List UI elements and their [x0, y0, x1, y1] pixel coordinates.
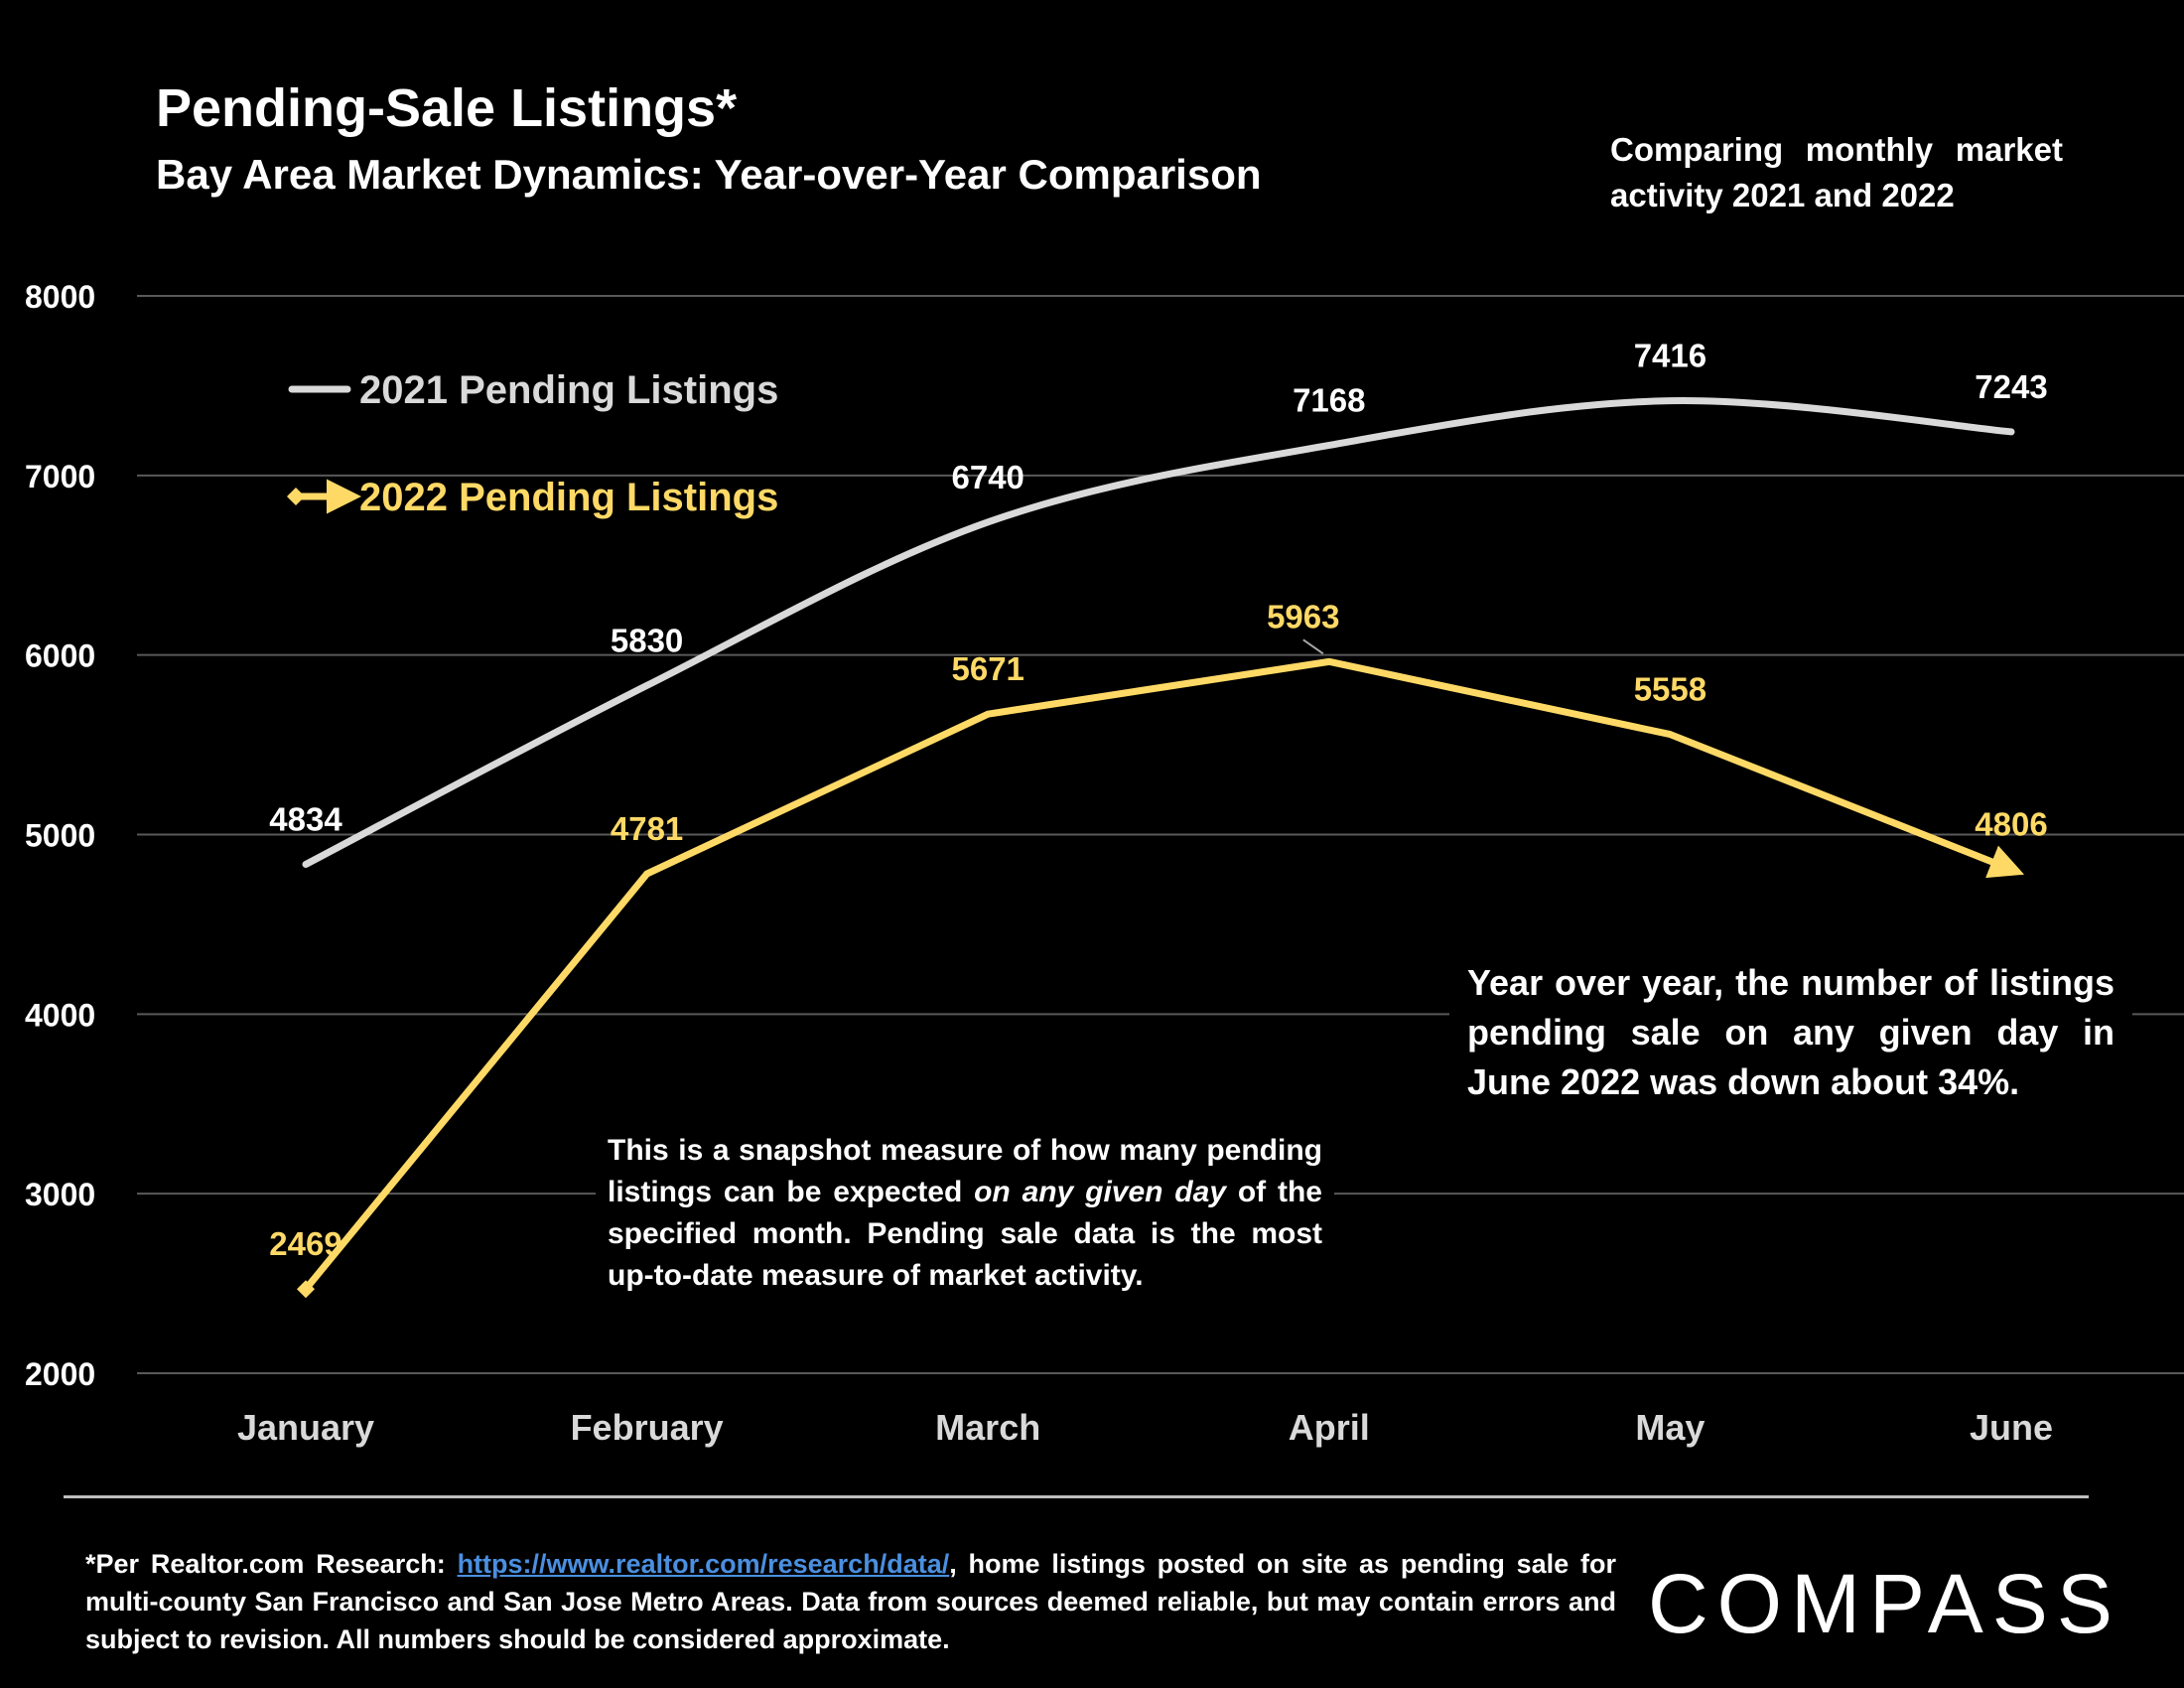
legend-label-2: 2022 Pending Listings [359, 476, 778, 519]
x-tick-label: January [237, 1407, 374, 1448]
data-label: 5830 [611, 622, 683, 658]
chart-title: Pending-Sale Listings* [156, 78, 738, 138]
y-tick-label: 4000 [25, 997, 95, 1033]
snapshot-note: This is a snapshot measure of how many p… [596, 1128, 1334, 1299]
data-label: 5963 [1267, 598, 1339, 634]
x-tick-label: May [1635, 1407, 1705, 1448]
data-label: 4834 [269, 801, 342, 838]
series-2-start-marker [297, 1280, 315, 1299]
data-label: 5558 [1634, 671, 1706, 708]
x-tick-label: April [1289, 1407, 1370, 1448]
x-tick-label: March [935, 1407, 1040, 1448]
data-label: 2469 [269, 1225, 341, 1262]
y-tick-label: 2000 [25, 1356, 95, 1392]
chart-subtitle: Bay Area Market Dynamics: Year-over-Year… [156, 151, 1262, 198]
data-label: 7243 [1975, 368, 2047, 405]
footer-divider [64, 1495, 2089, 1498]
data-labels: 4834 5830 6740 7168 7416 7243 2469 4781 5671 5963… [269, 338, 2047, 1263]
data-label: 6740 [951, 459, 1024, 495]
y-tick-label: 6000 [25, 638, 95, 674]
comparison-note: Comparing monthly market activity 2021 a… [1610, 131, 2063, 213]
x-tick-label: June [1970, 1407, 2053, 1448]
source-footnote: *Per Realtor.com Research: https://www.r… [85, 1549, 1616, 1654]
x-tick-label: February [571, 1407, 724, 1448]
y-tick-label: 5000 [25, 818, 95, 854]
yoy-note: Year over year, the number of listings p… [1449, 956, 2132, 1109]
data-label: 4781 [611, 810, 683, 847]
series-line-1 [302, 396, 2015, 869]
label-leader-line [1302, 638, 1324, 655]
legend: 2021 Pending Listings 2022 Pending Listin… [287, 368, 778, 519]
data-label: 7416 [1634, 338, 1706, 374]
series-points [297, 1280, 315, 1299]
data-label: 4806 [1975, 806, 2047, 843]
compass-logo: COMPASS [1648, 1557, 2121, 1648]
legend-label-1: 2021 Pending Listings [359, 368, 778, 412]
series-lines [302, 396, 2025, 1293]
source-link[interactable]: https://www.realtor.com/research/data/ [457, 1549, 950, 1579]
data-label: 7168 [1293, 381, 1365, 418]
y-tick-label: 7000 [25, 459, 95, 494]
y-axis-ticks: 2000 3000 4000 5000 6000 7000 8000 [25, 279, 95, 1392]
y-tick-label: 8000 [25, 279, 95, 315]
x-axis-ticks: January February March April May June [237, 1407, 2053, 1448]
data-label: 5671 [951, 650, 1024, 687]
y-tick-label: 3000 [25, 1177, 95, 1212]
legend-marker-2 [287, 488, 305, 505]
svg-text:COMPASS: COMPASS [1648, 1557, 2121, 1648]
series-line-2 [302, 657, 2025, 1293]
